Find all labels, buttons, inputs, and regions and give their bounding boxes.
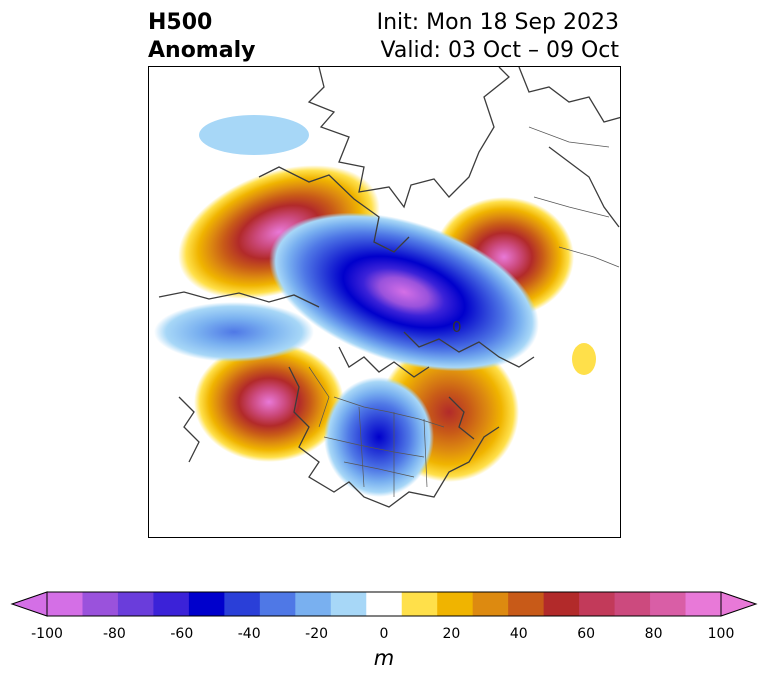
map-canvas: 0 [154,67,620,508]
colorbar-tick-label: 20 [442,626,461,642]
colorbar-segment [295,592,332,616]
anomaly-fields [154,115,596,497]
colorbar-segments [47,592,722,616]
anomaly-map: 0 [148,66,621,538]
colorbar-segment [508,592,545,616]
title-line-2: Anomaly [148,38,256,63]
colorbar-segment [153,592,190,616]
colorbar-segment [366,592,403,616]
valid-range: Valid: 03 Oct – 09 Oct [380,38,619,63]
state-borders [308,126,620,497]
map-title: H500 Anomaly [148,9,255,65]
coastlines [158,67,620,508]
colorbar-tick-label: -40 [237,626,261,642]
colorbar-tick-label: 80 [644,626,663,642]
negative-anomaly-south [324,377,434,497]
colorbar-segment [82,592,119,616]
colorbar-tick-label: 40 [509,626,528,642]
colorbar-segment [543,592,580,616]
colorbar [10,591,758,617]
colorbar-segment [188,592,225,616]
colorbar-segment [472,592,509,616]
colorbar-segment [614,592,651,616]
colorbar-tick-label: 0 [379,626,389,642]
colorbar-extend-right [720,591,758,617]
colorbar-tick-label: -60 [170,626,194,642]
colorbar-segment [401,592,438,616]
negative-anomaly-west [154,302,314,362]
colorbar-tick-label: -80 [102,626,126,642]
colorbar-segment [579,592,616,616]
title-line-1: H500 [148,10,213,35]
colorbar-extend-left [10,591,48,617]
zero-contour-label: 0 [452,318,462,336]
colorbar-tick-label: 100 [707,626,735,642]
colorbar-segment [47,592,83,616]
colorbar-tick-label: -100 [31,626,63,642]
colorbar-segment [330,592,367,616]
colorbar-segment [685,592,722,616]
colorbar-segment [437,592,474,616]
colorbar-frame [46,591,722,617]
init-date: Init: Mon 18 Sep 2023 [376,10,619,35]
positive-anomaly-small [572,343,596,375]
map-dates: Init: Mon 18 Sep 2023 Valid: 03 Oct – 09… [377,9,619,65]
colorbar-segment [259,592,296,616]
colorbar-tick-label: 60 [577,626,596,642]
colorbar-segment [224,592,261,616]
colorbar-segment [650,592,687,616]
colorbar-segment [117,592,154,616]
negative-anomaly-top [199,115,309,155]
colorbar-unit: m [373,646,395,670]
negative-anomaly-polar [269,212,539,372]
colorbar-tick-label: -20 [305,626,329,642]
